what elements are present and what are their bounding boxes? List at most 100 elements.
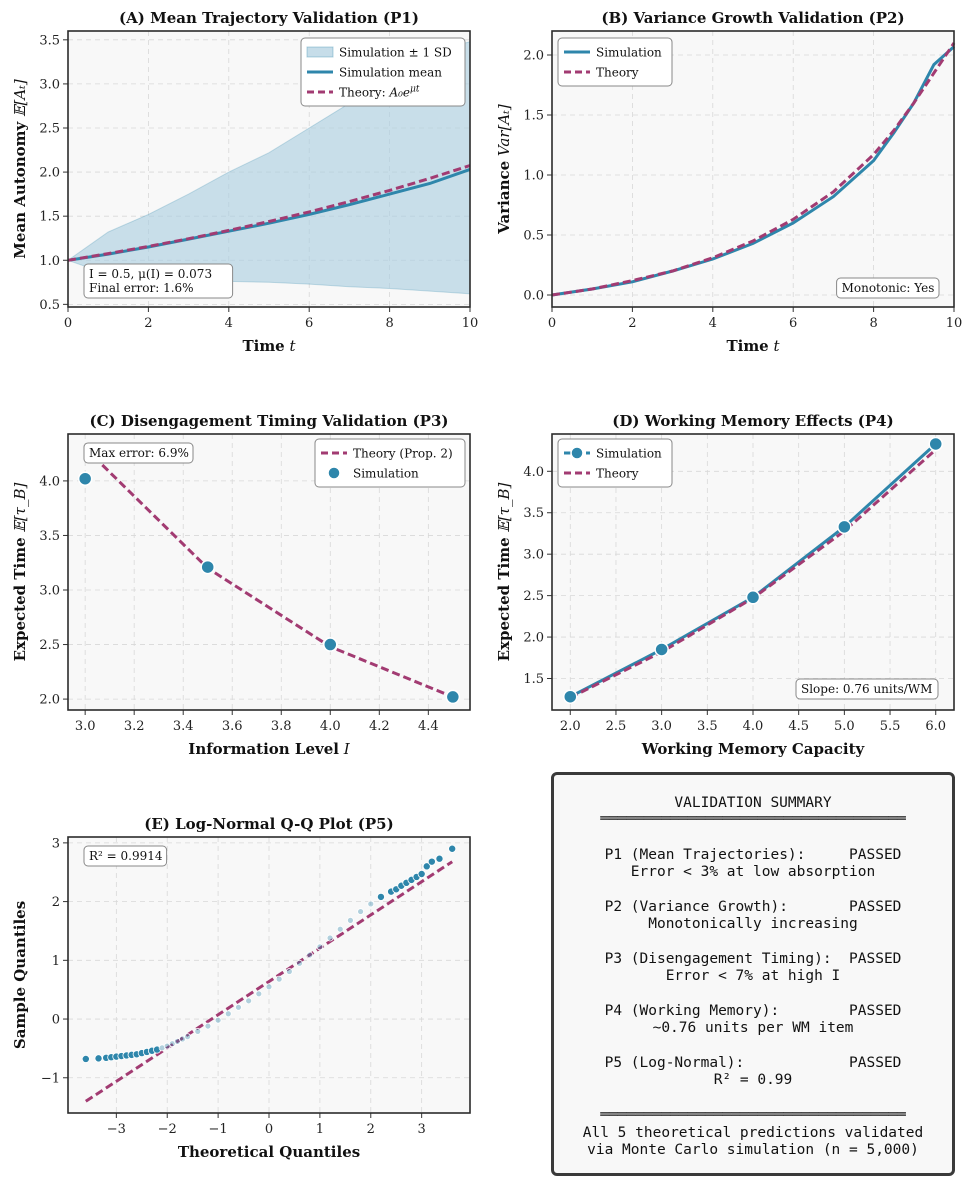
legend-label: Theory — [596, 66, 639, 80]
y-axis-label: Sample Quantiles — [11, 901, 29, 1049]
y-tick-label: 2.5 — [523, 589, 544, 604]
summary-p3-detail: Error < 7% at high I — [665, 968, 841, 984]
annotation-text: I = 0.5, μ(I) = 0.073 — [89, 267, 212, 281]
summary-p5-label: P5 (Log-Normal): PASSED — [604, 1055, 902, 1071]
simulation-point — [745, 590, 761, 605]
plot-frame — [551, 433, 955, 711]
annotation-text-box — [836, 277, 940, 299]
qq-point — [81, 1054, 90, 1063]
summary-bottom-rule: ═══════════════════════════════════ — [600, 1107, 906, 1123]
simulation-point — [654, 642, 669, 657]
qq-point — [224, 1010, 232, 1018]
y-axis-label: Expected Time 𝔼[τ_B] — [11, 482, 29, 661]
legend-swatch-band — [306, 46, 334, 58]
annotation-text: R² = 0.9914 — [89, 849, 163, 863]
summary-footer-1: All 5 theoretical predictions validated — [582, 1125, 924, 1141]
qq-point — [422, 862, 431, 871]
legend-box — [557, 438, 673, 488]
legend-label: Simulation — [596, 447, 662, 461]
qq-point — [245, 997, 253, 1005]
y-tick-label: 2.0 — [39, 693, 60, 708]
x-tick-label: 2 — [144, 316, 152, 331]
y-axis-label: Variance Var[Aₜ] — [495, 104, 513, 235]
x-axis-label: Time t — [726, 337, 780, 355]
qq-point — [306, 951, 314, 959]
annotation-text-box — [83, 845, 168, 867]
panel-d: 2.0 2.5 3.0 3.5 4.0 4.5 5.0 5.5 6.0 1.5 2.0 2.5 3.0 3… — [495, 412, 955, 758]
x-tick-label: −1 — [209, 1122, 228, 1137]
x-tick-label: 8 — [869, 316, 877, 331]
y-tick-label: 2.5 — [39, 638, 60, 653]
x-tick-label: 4.5 — [788, 719, 809, 734]
legend-label: Simulation mean — [339, 66, 442, 80]
legend-box — [300, 37, 466, 107]
legend-label: Simulation — [353, 467, 419, 481]
y-tick-label: −1 — [41, 1071, 60, 1086]
qq-point — [184, 1033, 191, 1041]
x-tick-label: 4 — [225, 316, 233, 331]
x-tick-label: 3.5 — [697, 719, 718, 734]
y-tick-label: 0.5 — [523, 229, 544, 244]
x-tick-label: 6 — [305, 316, 313, 331]
qq-point — [285, 968, 293, 975]
plot-frame — [67, 836, 471, 1114]
panel-title: (D) Working Memory Effects (P4) — [612, 412, 893, 430]
annotation-text-box — [83, 442, 194, 464]
x-axis-label: Time t — [242, 337, 296, 355]
x-axis-label: Working Memory Capacity — [641, 740, 866, 758]
plot-frame — [67, 433, 471, 711]
y-tick-label: 2.0 — [523, 49, 544, 64]
summary-p3-label: P3 (Disengagement Timing): PASSED — [604, 951, 902, 967]
x-tick-label: 10 — [946, 316, 963, 331]
x-tick-label: 6.0 — [925, 719, 946, 734]
x-tick-label: 2 — [367, 1122, 375, 1137]
x-tick-label: 2 — [628, 316, 636, 331]
summary-p2-label: P2 (Variance Growth): PASSED — [604, 899, 902, 915]
legend-label: Simulation — [596, 46, 662, 60]
validation-summary-panel: VALIDATION SUMMARY ═════════════════════… — [551, 772, 955, 1176]
y-tick-label: 2.0 — [39, 166, 60, 181]
qq-point — [448, 844, 457, 853]
qq-point — [347, 916, 354, 924]
x-tick-label: 6 — [789, 316, 797, 331]
qq-point — [194, 1027, 202, 1035]
legend-swatch-marker — [327, 466, 341, 480]
y-tick-label: 3 — [52, 836, 60, 851]
legend-label: Theory — [596, 467, 639, 481]
y-tick-label: 3.0 — [39, 77, 60, 92]
panel-title: (B) Variance Growth Validation (P2) — [601, 9, 904, 27]
panel-c: 3.0 3.2 3.4 3.6 3.8 4.0 4.2 4.4 2.0 2.5 3.0 3.5 4.0 (… — [11, 412, 471, 758]
panel-title: (A) Mean Trajectory Validation (P1) — [119, 9, 419, 27]
qq-point — [255, 990, 263, 998]
qq-point — [94, 1054, 103, 1063]
x-tick-label: 5.0 — [834, 719, 855, 734]
simulation-point — [837, 519, 852, 535]
x-axis-label: Theoretical Quantiles — [178, 1143, 360, 1161]
legend-label: Simulation ± 1 SD — [339, 46, 452, 60]
annotation-text: Final error: 1.6% — [89, 281, 194, 295]
x-tick-label: 3.6 — [222, 719, 243, 734]
x-tick-label: −3 — [107, 1122, 126, 1137]
y-tick-label: 2.0 — [523, 631, 544, 646]
summary-footer-2: via Monte Carlo simulation (n = 5,000) — [587, 1142, 919, 1158]
x-tick-label: 2.5 — [606, 719, 627, 734]
x-tick-label: 3.4 — [173, 719, 194, 734]
qq-point — [296, 959, 303, 967]
x-tick-label: 3.0 — [651, 719, 672, 734]
summary-p5-detail: R² = 0.99 — [713, 1072, 793, 1088]
simulation-point — [928, 436, 943, 452]
legend-label: Theory (Prop. 2) — [353, 447, 453, 461]
summary-p4-detail: ~0.76 units per WM item — [652, 1020, 854, 1036]
qq-point — [336, 925, 344, 933]
y-axis-label: Expected Time 𝔼[τ_B] — [495, 482, 513, 661]
x-tick-label: 5.5 — [880, 719, 901, 734]
panel-e: −3 −2 −1 0 1 2 3 −1 0 1 2 3 (E) Log-Normal Q-Q Plot … — [11, 815, 471, 1161]
qq-point — [417, 869, 426, 878]
x-tick-label: 3.2 — [124, 719, 145, 734]
summary-p1-detail: Error < 3% at low absorption — [630, 864, 876, 880]
theory-line — [551, 42, 956, 297]
y-tick-label: 2.5 — [39, 121, 60, 136]
y-tick-label: 3.5 — [523, 506, 544, 521]
qq-point — [326, 934, 334, 942]
y-tick-label: 3.5 — [39, 33, 60, 48]
